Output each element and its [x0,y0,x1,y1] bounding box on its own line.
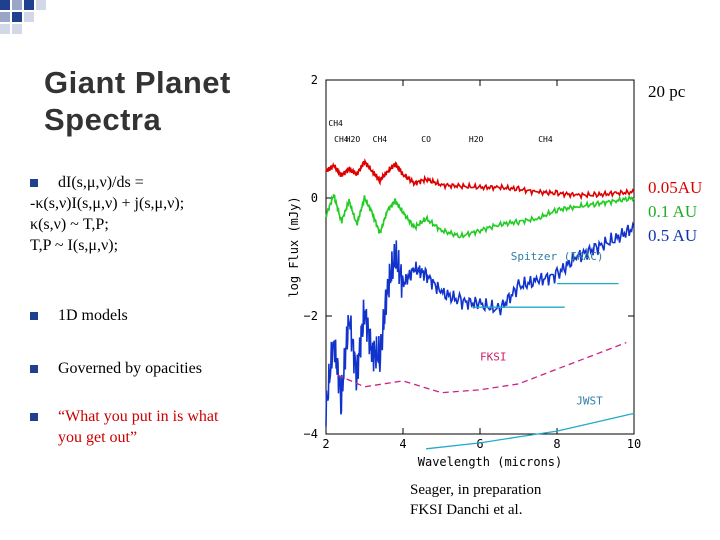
credits: Seager, in preparation FKSI Danchi et al… [410,480,541,520]
y-tick-label: −4 [304,427,318,441]
orbit-label-red: 0.05AU [648,178,703,197]
title-line-1: Giant Planet [44,65,231,100]
x-tick-label: 2 [322,437,329,451]
corner-square [12,12,22,22]
molecule-label: CO [421,135,431,144]
series-line [325,221,635,427]
x-axis-label: Wavelength (microns) [418,455,563,469]
equation-line-1: dI(s,μ,ν)/ds = [58,174,144,191]
corner-square [0,0,10,10]
x-tick-label: 8 [553,437,560,451]
series-line [325,158,635,201]
molecule-label: CH4 [328,119,343,128]
corner-square [12,24,22,34]
corner-square [36,0,46,10]
corner-square [12,0,22,10]
molecule-label: CH4 [373,135,388,144]
corner-decoration [0,0,46,34]
bullet-quote: “What you put in is what you get out” [30,406,218,448]
credit-line-2: FKSI Danchi et al. [410,502,523,518]
bullet-square-icon [30,179,38,187]
slide-title: Giant Planet Spectra [44,64,231,138]
distance-label: 20 pc [648,82,686,101]
bullet-text: Governed by opacities [58,360,202,377]
series-line [325,194,635,239]
x-tick-label: 10 [627,437,641,451]
credit-line-1: Seager, in preparation [410,482,542,498]
bullet-opacities: Governed by opacities [30,358,202,379]
equation-line-2: -κ(s,ν)I(s,μ,ν) + j(s,μ,ν); [30,195,185,212]
y-tick-label: 0 [311,191,318,205]
corner-square [24,0,34,10]
quote-line-1: “What you put in is what [58,408,219,425]
bullet-square-icon [30,413,38,421]
instrument-label: Spitzer (IRAC) [511,250,604,263]
bullet-1d-models: 1D models [30,305,128,326]
quote-line-2: you get out” [58,429,138,446]
x-tick-label: 6 [476,437,483,451]
y-tick-label: 2 [311,73,318,87]
equation-line-3: κ(s,ν) ~ T,P; [30,216,109,233]
title-line-2: Spectra [44,102,162,137]
x-tick-label: 4 [399,437,406,451]
bullet-square-icon [30,365,38,373]
molecule-label: H2O [469,135,484,144]
bullet-square-icon [30,312,38,320]
corner-square [0,12,10,22]
orbit-label-green: 0.1 AU [648,202,698,221]
molecule-label: CH4 [538,135,553,144]
bullet-equation: dI(s,μ,ν)/ds = -κ(s,ν)I(s,μ,ν) + j(s,μ,ν… [30,172,184,256]
y-axis-label: log Flux (mJy) [287,196,301,297]
orbit-label-blue: 0.5 AU [648,226,698,245]
molecule-label: H2O [346,135,361,144]
y-tick-label: −2 [304,309,318,323]
instrument-label: FKSI [480,350,507,363]
equation-line-4: T,P ~ I(s,μ,ν); [30,237,119,254]
instrument-label: JWST [576,395,603,408]
bullet-text: 1D models [58,307,128,324]
series-line [426,412,635,450]
corner-square [0,24,10,34]
series-line [337,341,627,394]
corner-square [24,12,34,22]
molecule-label: CH4 [334,135,349,144]
spectrum-chart: 2 4 6 8 10 2 0 −2 −4 Wavelength (microns) log Flux… [287,73,641,469]
